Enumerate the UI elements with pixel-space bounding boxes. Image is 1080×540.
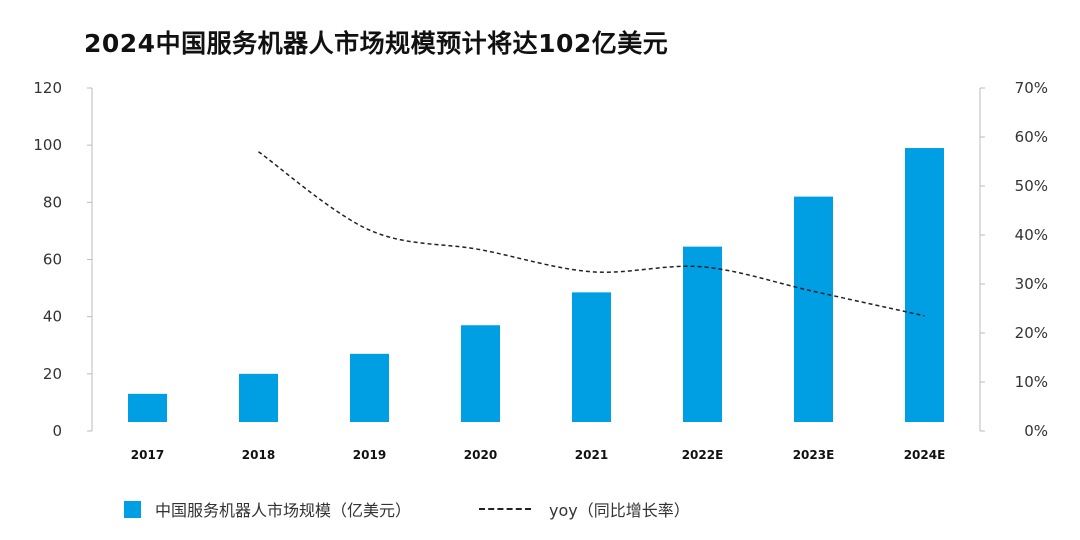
left-tick-label: 20 xyxy=(43,365,62,383)
right-tick-label: 20% xyxy=(1015,324,1048,342)
chart-axes: 0 20 40 60 80 100 120 0% 10% 20% 30% 40% 50% 60% 70% xyxy=(33,79,1048,440)
right-tick-label: 60% xyxy=(1015,128,1048,146)
bar-series xyxy=(128,148,944,422)
legend: 中国服务机器人市场规模（亿美元） yoy（同比增长率） xyxy=(124,496,690,522)
left-tick-label: 0 xyxy=(52,422,62,440)
left-tick-label: 120 xyxy=(33,79,62,97)
chart-title: 2024中国服务机器人市场规模预计将达102亿美元 xyxy=(84,29,669,58)
category-label: 2017 xyxy=(131,448,164,462)
category-label: 2019 xyxy=(353,448,386,462)
left-tick-label: 60 xyxy=(43,251,62,269)
left-tick-label: 80 xyxy=(43,193,62,211)
legend-item-bar: 中国服务机器人市场规模（亿美元） xyxy=(124,497,411,521)
right-tick-label: 0% xyxy=(1024,422,1048,440)
bar xyxy=(905,148,944,422)
bar xyxy=(350,353,389,422)
category-label: 2023E xyxy=(793,448,835,462)
bar xyxy=(128,393,167,422)
bar xyxy=(683,246,722,422)
right-tick-label: 70% xyxy=(1015,79,1048,97)
legend-line-swatch xyxy=(479,508,532,510)
legend-item-line: yoy（同比增长率） xyxy=(411,497,690,521)
category-label: 2020 xyxy=(464,448,497,462)
left-tick-label: 40 xyxy=(43,308,62,326)
category-label: 2018 xyxy=(242,448,275,462)
category-label: 2021 xyxy=(575,448,608,462)
yoy-line-series xyxy=(258,151,925,317)
legend-bar-swatch xyxy=(124,500,141,518)
right-tick-label: 10% xyxy=(1015,373,1048,391)
bar xyxy=(239,373,278,422)
bar xyxy=(461,325,500,422)
bar xyxy=(572,292,611,422)
legend-bar-label: 中国服务机器人市场规模（亿美元） xyxy=(155,501,412,520)
category-label: 2024E xyxy=(904,448,946,462)
right-tick-label: 30% xyxy=(1015,275,1048,293)
left-tick-label: 100 xyxy=(33,136,62,154)
yoy-line xyxy=(258,151,925,317)
chart-plot: 0 20 40 60 80 100 120 0% 10% 20% 30% 40% 50% 60% 70% 2… xyxy=(33,79,1048,462)
right-tick-label: 50% xyxy=(1015,177,1048,195)
category-label: 2022E xyxy=(682,448,724,462)
legend-line-label: yoy（同比增长率） xyxy=(549,501,690,520)
right-tick-label: 40% xyxy=(1015,226,1048,244)
bar xyxy=(794,196,833,422)
category-labels: 2017 2018 2019 2020 2021 2022E 2023E 2024E xyxy=(131,448,946,462)
